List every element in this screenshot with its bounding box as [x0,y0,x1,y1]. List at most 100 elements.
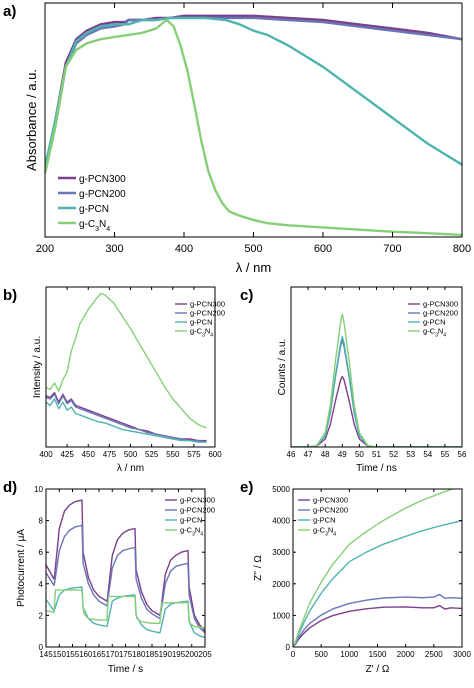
x-tick-label: 50 [355,450,364,459]
x-tick-label: 600 [208,450,222,459]
x-tick-label: 55 [440,450,449,459]
y-axis-label: Z'' / Ω [253,555,264,581]
series-line-g-PCN300 [46,499,205,632]
series-line-g-C3N4 [46,292,207,429]
x-tick-label: 3000 [453,650,471,659]
y-tick-label: 0 [286,643,291,652]
panel-e: e) 0 500 1000 1500 2000 2500 3000 0 1000 2000 3000 4… [240,479,471,675]
legend-label: g-PCN [313,516,336,525]
x-tick-label: 47 [304,450,313,459]
legend-label: g-PCN300 [423,300,458,309]
series-line-g-PCN200 [46,524,205,634]
x-tick-label: 1000 [340,650,358,659]
x-tick-label: 200 [36,243,54,255]
series-group [46,499,205,639]
y-tick-label: 2000 [272,580,290,589]
x-axis-label: Z' / Ω [366,664,390,675]
legend-label: g-PCN200 [180,506,215,515]
x-tick-label: 53 [406,450,415,459]
series-line-g-C3N4 [293,489,455,647]
y-tick-label: 5000 [272,485,290,494]
x-tick-label: 52 [389,450,398,459]
x-tick-label: 190 [159,650,173,659]
legend-label: g-PCN200 [313,506,348,515]
series-line-g-PCN [45,16,462,168]
y-tick-label: 3000 [272,548,290,557]
legend-label: g-C3N4 [313,526,336,538]
y-tick-label: 0 [39,643,44,652]
panel-b: b) 400 425 450 475 500 525 550 575 600 λ / nm Inten… [3,286,225,474]
x-tick-label: 155 [66,650,80,659]
y-axis-label: Intensity / a.u. [32,336,43,398]
x-tick-label: 0 [291,650,296,659]
legend-label: g-PCN300 [190,300,225,309]
x-tick-label: 170 [106,650,120,659]
panel-label-a: a) [3,3,16,20]
legend-label: g-PCN300 [313,496,348,505]
x-tick-label: 54 [423,450,432,459]
legend-label: g-PCN [423,318,446,327]
series-line-g-PCN300 [45,14,462,170]
x-tick-label: 175 [119,650,133,659]
legend-label: g-PCN200 [190,309,225,318]
legend-label: g-PCN [79,204,109,215]
y-axis-label: Counts / a.u. [277,339,288,396]
series-line-g-PCN200 [291,339,462,447]
y-tick-label: 8 [39,517,44,526]
x-tick-label: 49 [338,450,347,459]
x-axis-label: Time / ns [356,463,397,474]
y-tick-label: 1000 [272,611,290,620]
x-tick-label: 2500 [425,650,443,659]
x-tick-label: 200 [185,650,199,659]
x-tick-label: 205 [198,650,212,659]
panel-label-e: e) [240,479,253,496]
x-tick-label: 145 [39,650,53,659]
x-tick-label: 800 [453,243,471,255]
panel-label-d: d) [3,479,17,496]
x-tick-label: 150 [53,650,67,659]
y-tick-label: 10 [34,485,43,494]
x-tick-label: 195 [172,650,186,659]
series-group [46,292,207,443]
x-tick-label: 475 [103,450,117,459]
legend-label: g-C3N4 [79,219,110,233]
x-tick-label: 500 [244,243,262,255]
series-line-g-PCN300 [291,375,462,447]
legend-label: g-C3N4 [423,327,446,339]
series-line-g-PCN300 [293,604,462,647]
x-tick-label: 160 [79,650,93,659]
x-tick-label: 1500 [369,650,387,659]
x-tick-label: 575 [187,450,201,459]
x-axis-label: λ / nm [236,260,271,275]
x-tick-label: 165 [92,650,106,659]
series-line-g-PCN200 [45,16,462,174]
x-tick-label: 400 [175,243,193,255]
x-tick-label: 56 [458,450,467,459]
panel-d: d)145 150 155 160 165 170 175 180 185 190 195 200 20… [3,479,215,675]
series-line-g-PCN [46,398,207,443]
x-tick-label: 180 [132,650,146,659]
series-line-g-C3N4 [45,18,462,237]
x-axis-label: λ / nm [117,463,144,474]
x-tick-label: 450 [82,450,96,459]
panel-label-c: c) [240,287,253,304]
legend-label: g-C3N4 [190,327,213,339]
x-tick-label: 51 [372,450,381,459]
series-line-g-PCN300 [46,391,207,442]
series-line-g-PCN200 [46,393,207,443]
series-line-g-C3N4 [46,589,205,629]
x-tick-label: 600 [314,243,332,255]
x-tick-label: 400 [39,450,53,459]
x-tick-label: 500 [124,450,138,459]
x-tick-label: 425 [60,450,74,459]
x-tick-label: 2000 [397,650,415,659]
y-axis-label: Photocurrent / μA [16,529,27,607]
x-tick-label: 500 [314,650,328,659]
y-axis-label: Absorbance / a.u. [24,69,39,171]
y-tick-label: 6 [39,548,44,557]
legend-label: g-C3N4 [180,526,203,538]
legend-label: g-PCN200 [79,189,126,200]
